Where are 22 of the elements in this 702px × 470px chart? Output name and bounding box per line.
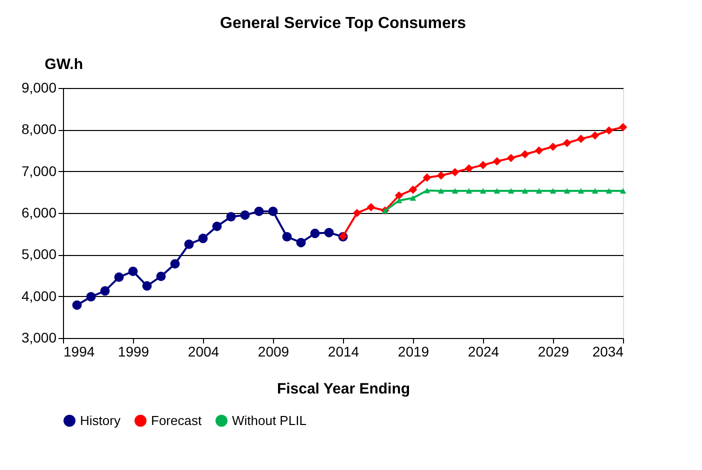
x-tick-label: 2029 [538, 344, 570, 360]
legend-label: Forecast [151, 412, 202, 428]
y-tick-label: 5,000 [21, 246, 57, 262]
x-tick-label: 2014 [328, 344, 360, 360]
y-tick-label: 3,000 [21, 330, 57, 346]
y-tick-label: 9,000 [21, 80, 57, 96]
x-axis-title: Fiscal Year Ending [276, 380, 410, 398]
y-tick-label: 7,000 [21, 162, 57, 179]
x-tick-label: 2024 [468, 344, 500, 360]
x-tick-label: 1994 [64, 344, 95, 360]
y-axis-title: GW.h [44, 56, 83, 73]
legend-label: Without PLIL [232, 412, 306, 428]
x-tick-label: 1999 [118, 344, 150, 360]
x-tick-label: 2009 [258, 344, 290, 360]
x-tick-label: 2004 [188, 344, 220, 360]
legend-label: History [80, 412, 121, 428]
chart-title: General Service Top Consumers [220, 15, 466, 32]
x-tick-label: 2034 [592, 344, 624, 360]
x-tick-label: 2019 [398, 344, 430, 360]
y-tick-label: 4,000 [21, 288, 57, 304]
y-tick-label: 8,000 [21, 121, 57, 138]
y-tick-label: 6,000 [21, 204, 57, 220]
